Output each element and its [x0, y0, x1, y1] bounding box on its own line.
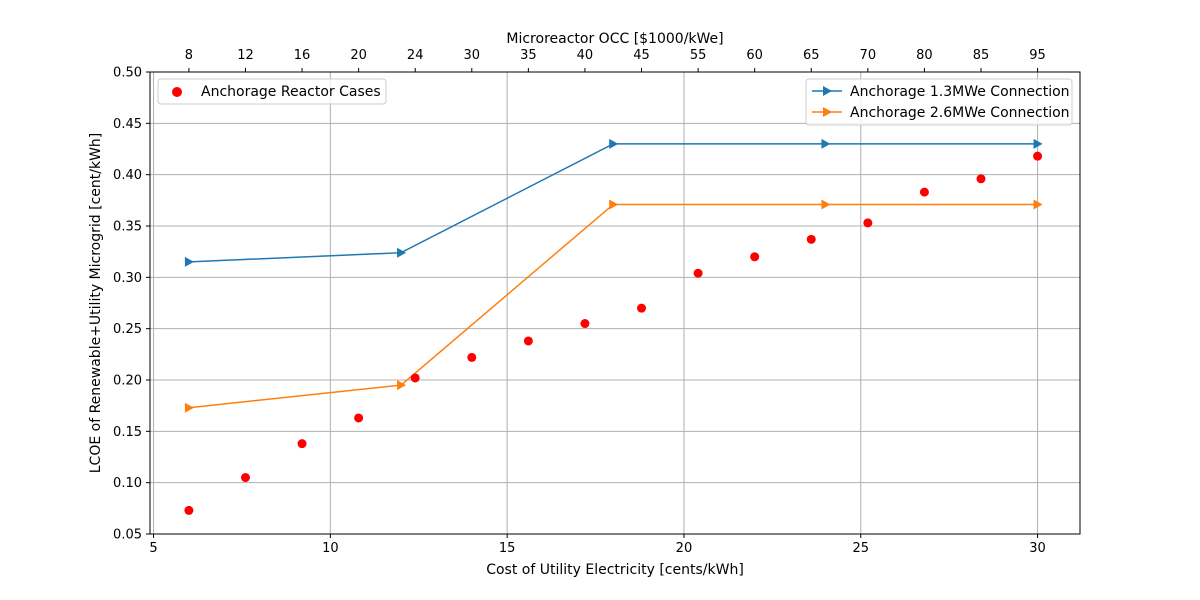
- top-x-axis-label: Microreactor OCC [$1000/kWe]: [506, 31, 723, 47]
- legend-label-1-3mwe: Anchorage 1.3MWe Connection: [850, 84, 1070, 100]
- axis-ticks: 5 10 15 20 25 30 0.05 0.10 0.15 0.20 0.25 0.30 0.35 0…: [113, 48, 1046, 556]
- x-tick-label: 25: [852, 541, 869, 556]
- series-marker-0: [821, 138, 831, 149]
- reactor-point: [806, 234, 816, 244]
- x-tick-label: 15: [499, 541, 516, 556]
- reactor-point: [410, 373, 420, 383]
- reactor-point: [523, 336, 533, 346]
- top-tick-label: 45: [633, 48, 650, 63]
- top-tick-label: 20: [350, 48, 367, 63]
- series-marker-1: [609, 199, 619, 210]
- top-tick-label: 80: [916, 48, 933, 63]
- y-tick-label: 0.20: [113, 374, 142, 389]
- legend-connections: Anchorage 1.3MWe Connection Anchorage 2.…: [805, 78, 1073, 126]
- reactor-point: [467, 352, 477, 362]
- legend-label-2-6mwe: Anchorage 2.6MWe Connection: [850, 105, 1070, 121]
- x-axis-label: Cost of Utility Electricity [cents/kWh]: [486, 562, 744, 578]
- y-tick-label: 0.25: [113, 322, 142, 337]
- y-tick-label: 0.30: [113, 271, 142, 286]
- reactor-point: [1033, 151, 1043, 161]
- plot-area-frame: [149, 71, 1081, 535]
- y-tick-label: 0.05: [113, 528, 142, 543]
- x-tick-label: 10: [322, 541, 339, 556]
- reactor-point: [919, 187, 929, 197]
- legend-marker-2-6mwe: [823, 107, 832, 117]
- grid: [150, 71, 1080, 535]
- reactor-point: [863, 218, 873, 228]
- legend-reactor-marker: [172, 87, 182, 97]
- legend-marker-1-3mwe: [823, 86, 832, 96]
- plot-series: [184, 138, 1043, 515]
- top-tick-label: 24: [407, 48, 424, 63]
- top-tick-label: 65: [803, 48, 820, 63]
- y-tick-label: 0.40: [113, 168, 142, 183]
- series-marker-0: [184, 256, 194, 267]
- x-tick-label: 20: [676, 541, 693, 556]
- y-tick-label: 0.45: [113, 117, 142, 132]
- legend-connections-box: [805, 78, 1073, 126]
- series-marker-0: [609, 138, 619, 149]
- top-tick-label: 60: [746, 48, 763, 63]
- legend-reactor: Anchorage Reactor Cases: [157, 78, 387, 105]
- top-tick-label: 30: [464, 48, 481, 63]
- top-tick-label: 95: [1029, 48, 1046, 63]
- x-tick-label: 5: [149, 541, 157, 556]
- series-marker-0: [1033, 138, 1043, 149]
- series-marker-0: [397, 247, 407, 258]
- legend-reactor-label: Anchorage Reactor Cases: [201, 84, 381, 100]
- reactor-point: [354, 413, 364, 423]
- top-tick-label: 12: [237, 48, 254, 63]
- reactor-point: [240, 473, 250, 483]
- reactor-point: [184, 505, 194, 515]
- x-tick-label: 30: [1029, 541, 1046, 556]
- series-marker-1: [821, 199, 831, 210]
- y-tick-label: 0.15: [113, 425, 142, 440]
- top-tick-label: 55: [690, 48, 707, 63]
- reactor-point: [637, 303, 647, 313]
- y-tick-label: 0.10: [113, 476, 142, 491]
- series-marker-1: [1033, 199, 1043, 210]
- top-tick-label: 40: [577, 48, 594, 63]
- y-axis-label: LCOE of Renewable+Utility Microgrid [cen…: [88, 133, 104, 474]
- legend-reactor-box: [157, 78, 387, 105]
- top-tick-label: 35: [520, 48, 537, 63]
- top-tick-label: 70: [860, 48, 877, 63]
- reactor-point: [693, 268, 703, 278]
- top-tick-label: 16: [294, 48, 311, 63]
- reactor-point: [750, 252, 760, 262]
- reactor-point: [580, 319, 590, 329]
- y-tick-label: 0.50: [113, 66, 142, 81]
- top-tick-label: 8: [185, 48, 193, 63]
- y-tick-label: 0.35: [113, 220, 142, 235]
- reactor-point: [297, 439, 307, 449]
- series-marker-1: [397, 380, 407, 391]
- top-tick-label: 85: [973, 48, 990, 63]
- reactor-point: [976, 174, 986, 184]
- series-marker-1: [184, 402, 194, 413]
